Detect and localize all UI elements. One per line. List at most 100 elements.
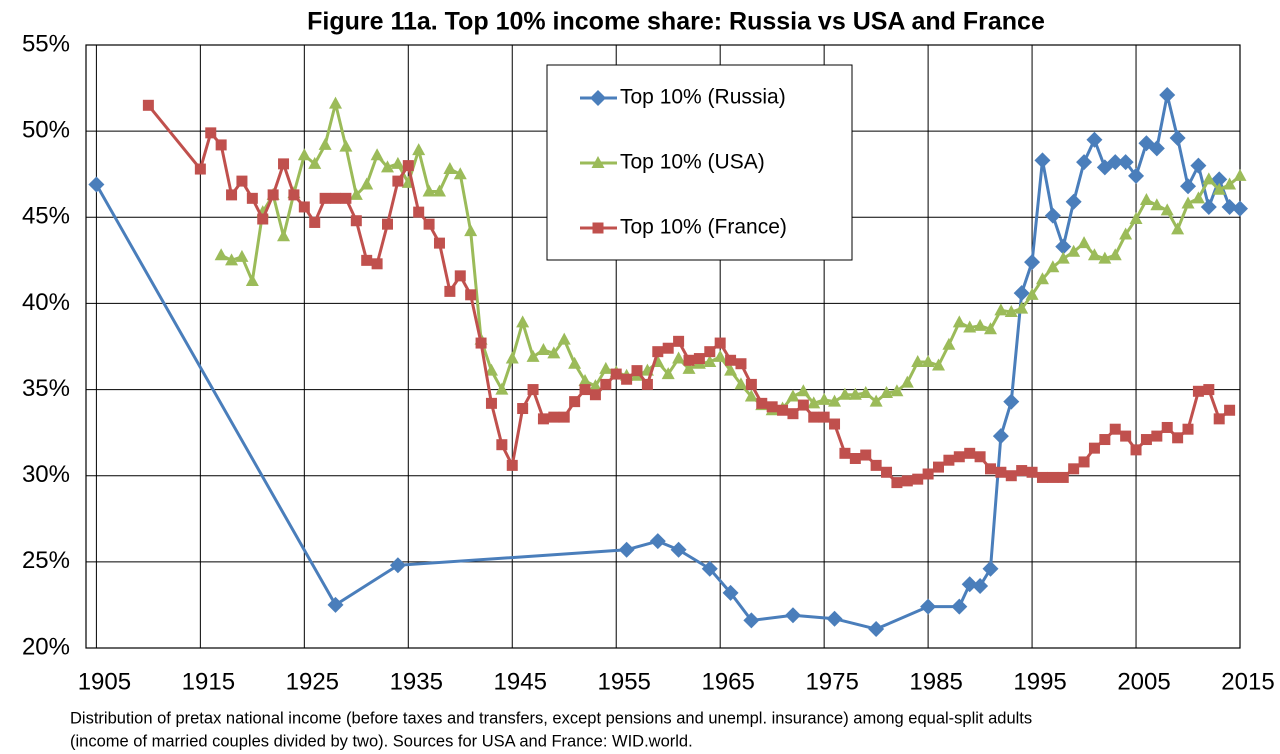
data-point	[662, 342, 674, 354]
data-point	[1203, 384, 1215, 396]
data-point	[1233, 168, 1247, 181]
data-point	[370, 148, 384, 161]
data-point	[568, 356, 582, 369]
data-point	[1171, 222, 1185, 235]
data-point	[1046, 260, 1060, 273]
data-point	[1025, 287, 1039, 300]
data-point	[1035, 272, 1049, 285]
data-point	[277, 229, 291, 242]
data-point	[933, 461, 945, 473]
data-point	[402, 160, 414, 172]
data-point	[1224, 404, 1236, 416]
data-point	[1130, 444, 1142, 456]
y-tick-label: 55%	[22, 30, 70, 57]
data-point	[848, 387, 862, 400]
data-point	[433, 237, 445, 249]
data-point	[1169, 130, 1186, 147]
data-point	[537, 413, 549, 425]
data-point	[745, 378, 757, 390]
data-point	[787, 408, 799, 420]
data-point	[1098, 251, 1112, 264]
data-point	[330, 192, 342, 204]
data-point	[1172, 432, 1184, 444]
data-point	[1087, 248, 1101, 261]
data-point	[828, 394, 842, 407]
data-point	[484, 363, 498, 376]
caption: (income of married couples divided by tw…	[70, 732, 693, 750]
data-point	[756, 397, 768, 409]
data-point	[495, 382, 509, 395]
data-point	[838, 387, 852, 400]
data-point	[517, 403, 529, 415]
data-point	[964, 447, 976, 459]
legend-marker	[592, 222, 604, 234]
x-tick-label: 1915	[182, 668, 235, 695]
data-point	[527, 384, 539, 396]
data-point	[391, 156, 405, 169]
data-point	[921, 355, 935, 368]
data-point	[652, 346, 664, 358]
data-point	[454, 270, 466, 282]
plot-frame	[85, 44, 1241, 649]
data-point	[1161, 421, 1173, 433]
data-point	[1223, 177, 1237, 190]
x-tick-label: 2005	[1117, 668, 1170, 695]
data-point	[516, 315, 530, 328]
data-point	[1076, 154, 1093, 171]
data-point	[683, 354, 695, 366]
data-point	[912, 473, 924, 485]
data-point	[340, 192, 352, 204]
data-point	[1077, 236, 1091, 249]
data-point	[1067, 244, 1081, 257]
data-point	[891, 477, 903, 489]
data-point	[278, 158, 290, 170]
data-point	[245, 274, 259, 287]
data-point	[485, 397, 497, 409]
data-point	[432, 184, 446, 197]
data-point	[205, 127, 217, 139]
data-point	[1013, 285, 1030, 302]
x-tick-label: 2015	[1221, 668, 1274, 695]
data-point	[600, 378, 612, 390]
data-point	[610, 368, 622, 380]
data-point	[349, 187, 363, 200]
data-point	[1026, 466, 1038, 478]
y-tick-label: 30%	[22, 461, 70, 488]
y-tick-label: 35%	[22, 375, 70, 402]
data-point	[464, 224, 478, 237]
data-point	[974, 451, 986, 463]
data-point	[1068, 463, 1080, 475]
data-point	[920, 598, 937, 615]
data-point	[704, 346, 716, 358]
data-point	[1078, 456, 1090, 468]
data-point	[807, 396, 821, 409]
data-point	[327, 596, 344, 613]
data-point	[673, 335, 685, 347]
data-point	[994, 303, 1008, 316]
data-point	[380, 160, 394, 173]
data-point	[670, 541, 687, 558]
data-point	[777, 404, 789, 416]
data-point	[859, 386, 873, 399]
data-point	[1191, 191, 1205, 204]
y-tick-label: 45%	[22, 203, 70, 230]
data-point	[214, 248, 228, 261]
legend-label: Top 10% (Russia)	[620, 86, 786, 109]
x-tick-label: 1905	[78, 668, 131, 695]
data-point	[1056, 251, 1070, 264]
data-point	[943, 454, 955, 466]
data-point	[961, 576, 978, 593]
x-tick-label: 1985	[909, 668, 962, 695]
data-point	[649, 533, 666, 550]
data-point	[392, 175, 404, 187]
data-point	[1003, 393, 1020, 410]
data-point	[766, 401, 778, 413]
data-point	[1055, 238, 1072, 255]
data-point	[569, 396, 581, 408]
data-point	[225, 253, 239, 266]
data-point	[911, 355, 925, 368]
data-point	[870, 459, 882, 471]
data-point	[1015, 301, 1029, 314]
data-point	[839, 447, 851, 459]
